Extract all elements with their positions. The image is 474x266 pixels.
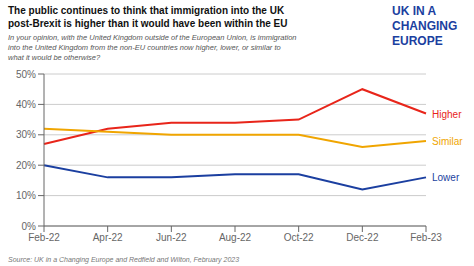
svg-text:Jun-22: Jun-22 [156,232,187,243]
svg-text:Similar: Similar [432,136,463,147]
svg-text:Oct-22: Oct-22 [284,232,314,243]
svg-text:Dec-22: Dec-22 [346,232,379,243]
svg-text:Lower: Lower [432,172,460,183]
html-text:Source: UK in a Changing Europ: Source: UK in a Changing Europe and Redf… [8,256,240,263]
svg-text:10%: 10% [16,190,36,201]
svg-text:50%: 50% [16,69,36,80]
svg-text:0%: 0% [22,221,37,232]
svg-text:20%: 20% [16,160,36,171]
svg-text:40%: 40% [16,99,36,110]
svg-text:Apr-22: Apr-22 [93,232,123,243]
svg-text:Feb-23: Feb-23 [410,232,442,243]
svg-text:Feb-22: Feb-22 [28,232,60,243]
svg-text:Higher: Higher [432,109,462,120]
html-text:The public continues to think: The public continues to think that immig… [8,5,288,29]
html-text:UK IN A CHANGING EUROPE: UK IN A CHANGING EUROPE [392,4,458,48]
svg-text:30%: 30% [16,129,36,140]
html-text:In your opinion, with the Unit: In your opinion, with the United Kingdom… [8,33,297,62]
svg-text:Aug-22: Aug-22 [219,232,252,243]
